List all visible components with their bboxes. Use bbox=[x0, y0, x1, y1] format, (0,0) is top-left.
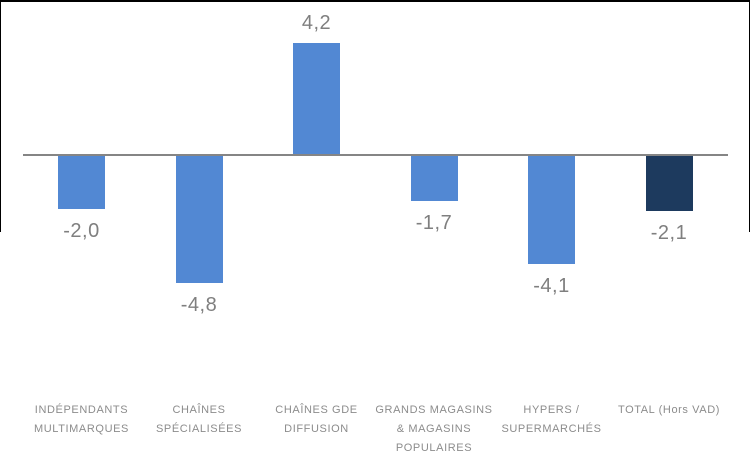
value-label-2: 4,2 bbox=[301, 12, 332, 34]
category-label-line: SPÉCIALISÉES bbox=[155, 423, 243, 435]
category-label-line: HYPERS / bbox=[523, 404, 580, 416]
value-label-0: -2,0 bbox=[63, 220, 100, 242]
value-label-3: -1,7 bbox=[415, 212, 453, 234]
category-label-line: CHAÎNES GDE bbox=[275, 404, 358, 416]
bar-1 bbox=[175, 156, 223, 283]
category-label-4: HYPERS / SUPERMARCHÉS bbox=[486, 401, 618, 439]
bar-5 bbox=[645, 156, 693, 211]
category-label-3: GRANDS MAGASINS & MAGASINS POPULAIRES bbox=[368, 401, 500, 458]
top-border-line bbox=[0, 0, 750, 2]
category-label-line: DIFFUSION bbox=[284, 423, 349, 435]
category-label-line: TOTAL (Hors VAD) bbox=[617, 404, 721, 416]
category-label-2: CHAÎNES GDE DIFFUSION bbox=[251, 401, 383, 439]
bar-3 bbox=[410, 156, 458, 201]
category-label-line: SUPERMARCHÉS bbox=[501, 423, 602, 435]
value-label-5: -2,1 bbox=[650, 222, 688, 244]
category-label-5: TOTAL (Hors VAD) bbox=[603, 401, 735, 420]
category-label-line: INDÉPENDANTS bbox=[34, 404, 129, 416]
value-label-1: -4,8 bbox=[180, 294, 218, 316]
category-label-line: GRANDS MAGASINS bbox=[375, 404, 493, 416]
bar-2 bbox=[293, 43, 340, 154]
category-label-line: POPULAIRES bbox=[395, 442, 473, 454]
category-label-line: MULTIMARQUES bbox=[33, 423, 129, 435]
category-label-1: CHAÎNES SPÉCIALISÉES bbox=[133, 401, 265, 439]
category-label-line: & MAGASINS bbox=[396, 423, 472, 435]
bar-4 bbox=[528, 156, 575, 264]
bar-0 bbox=[58, 156, 105, 209]
x-axis-line bbox=[23, 154, 728, 156]
value-label-4: -4,1 bbox=[533, 275, 570, 297]
left-border-line bbox=[0, 0, 1, 232]
category-label-0: INDÉPENDANTS MULTIMARQUES bbox=[16, 401, 148, 439]
category-label-line: CHAÎNES bbox=[172, 404, 226, 416]
